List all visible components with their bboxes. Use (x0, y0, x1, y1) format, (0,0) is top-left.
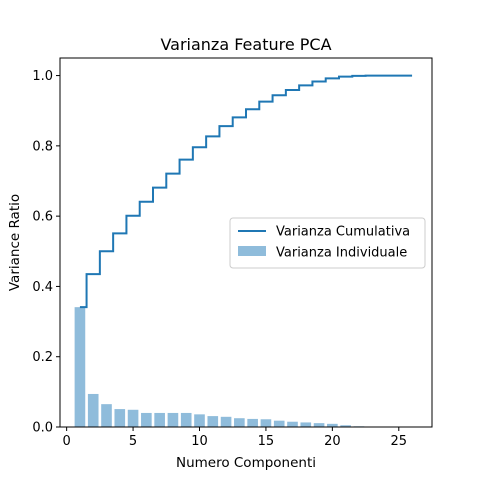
y-tick-label-1.0: 1.0 (32, 69, 53, 84)
bar-component-4 (114, 409, 126, 427)
x-tick-label-25: 25 (391, 434, 408, 449)
x-axis-ticks: 0 5 10 15 20 25 (63, 427, 408, 449)
y-tick-label-0.0: 0.0 (32, 421, 53, 436)
y-axis-label: Variance Ratio (7, 194, 23, 291)
bar-component-3 (101, 404, 112, 427)
legend-label-individual: Varianza Individuale (276, 246, 407, 261)
x-tick-label-15: 15 (258, 434, 275, 449)
cumulative-line-layer (79, 74, 413, 309)
bar-component-7 (154, 412, 165, 427)
y-tick-label-0.8: 0.8 (32, 139, 53, 154)
cumulative-variance-line (79, 74, 413, 309)
bar-component-1 (74, 307, 86, 427)
bar-component-10 (194, 414, 205, 427)
bar-component-21 (340, 425, 351, 427)
plot-frame (59, 57, 433, 428)
bars-layer (74, 307, 378, 427)
bar-component-18 (300, 422, 312, 427)
y-axis-ticks: 0.0 0.2 0.4 0.6 0.8 1.0 (32, 69, 60, 436)
legend-swatch-individual (238, 246, 266, 256)
y-tick-label-0.4: 0.4 (32, 280, 53, 295)
bar-component-11 (207, 416, 219, 427)
bar-component-8 (167, 412, 179, 427)
legend: Varianza Cumulativa Varianza Individuale (229, 217, 426, 269)
bar-component-13 (234, 418, 245, 427)
bar-component-17 (287, 421, 298, 427)
y-tick-label-0.6: 0.6 (32, 210, 53, 225)
bar-component-6 (141, 412, 152, 427)
bar-component-2 (87, 393, 99, 427)
legend-box (229, 217, 426, 269)
bar-component-15 (260, 419, 272, 427)
legend-label-cumulative: Varianza Cumulativa (276, 225, 410, 240)
x-axis-label: Numero Componenti (176, 455, 316, 471)
y-tick-label-0.2: 0.2 (32, 350, 53, 365)
bar-component-20 (327, 423, 338, 427)
chart-title: Varianza Feature PCA (160, 35, 331, 54)
bar-component-14 (247, 418, 258, 427)
x-tick-label-10: 10 (191, 434, 208, 449)
x-tick-label-5: 5 (129, 434, 137, 449)
bar-component-5 (127, 409, 139, 427)
bar-component-9 (180, 412, 192, 427)
bar-component-19 (313, 423, 325, 427)
x-tick-label-0: 0 (63, 434, 71, 449)
x-tick-label-20: 20 (324, 434, 341, 449)
bar-component-12 (220, 416, 232, 427)
bar-component-16 (273, 420, 285, 427)
